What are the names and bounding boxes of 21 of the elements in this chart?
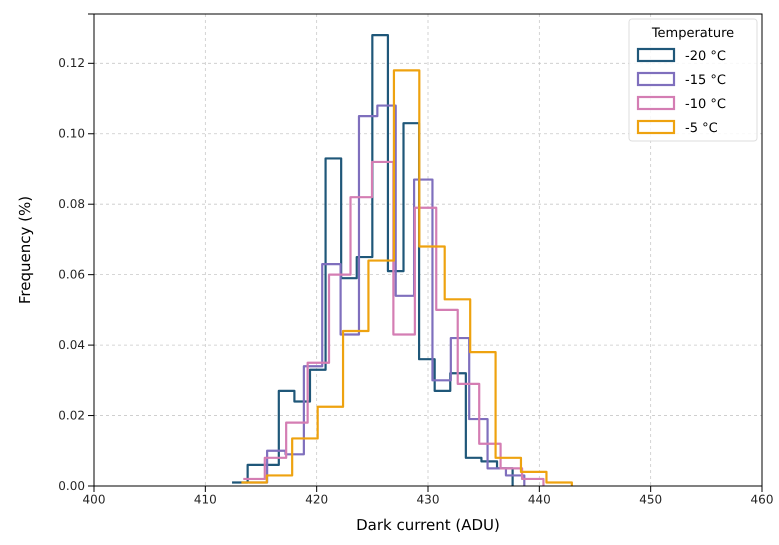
x-tick-label: 450	[639, 492, 662, 507]
x-tick-label: 460	[750, 492, 774, 507]
legend-label: -20 °C	[685, 49, 726, 64]
x-tick-label: 410	[194, 492, 217, 507]
y-tick-label: 0.00	[58, 478, 85, 493]
y-axis-title: Frequency (%)	[16, 196, 34, 304]
x-tick-label: 400	[82, 492, 106, 507]
x-tick-label: 440	[528, 492, 551, 507]
legend-label: -5 °C	[685, 121, 718, 136]
y-tick-label: 0.12	[58, 56, 85, 70]
y-tick-label: 0.10	[58, 126, 85, 141]
legend-title: Temperature	[650, 26, 734, 41]
x-tick-label: 430	[416, 492, 440, 507]
legend-label: -10 °C	[685, 97, 726, 112]
y-tick-label: 0.04	[58, 338, 85, 352]
y-tick-label: 0.02	[58, 408, 85, 422]
legend-label: -15 °C	[685, 73, 726, 88]
x-tick-label: 420	[305, 492, 328, 507]
y-tick-label: 0.06	[58, 267, 85, 282]
x-axis-title: Dark current (ADU)	[356, 516, 500, 534]
y-tick-label: 0.08	[58, 197, 85, 212]
